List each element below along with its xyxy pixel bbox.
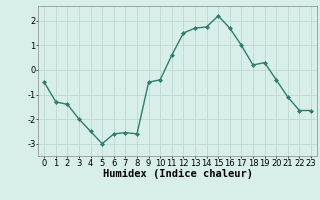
X-axis label: Humidex (Indice chaleur): Humidex (Indice chaleur) [103, 169, 252, 179]
